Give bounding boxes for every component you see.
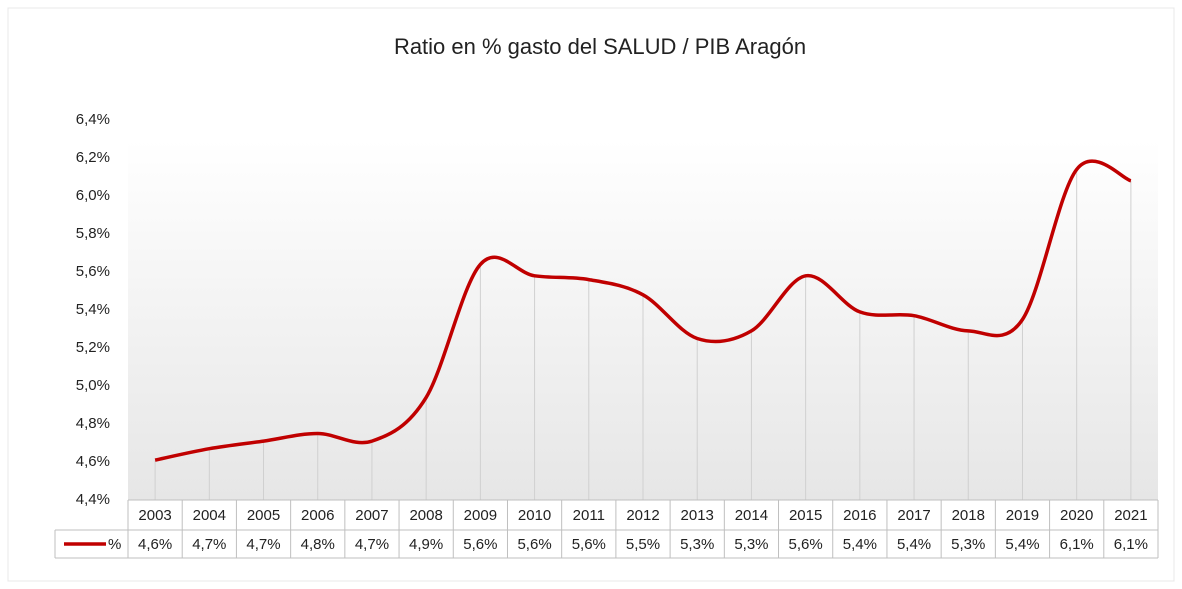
y-tick-label: 4,6% — [76, 453, 110, 470]
y-tick-label: 6,4% — [76, 111, 110, 128]
x-tick-label: 2006 — [301, 507, 334, 524]
value-label: 5,4% — [843, 536, 877, 553]
chart-border — [7, 7, 1175, 582]
x-tick-label: 2020 — [1060, 507, 1093, 524]
x-tick-label: 2010 — [518, 507, 551, 524]
y-tick-label: 6,0% — [76, 187, 110, 204]
value-label: 5,4% — [897, 536, 931, 553]
value-label: 5,6% — [463, 536, 497, 553]
x-tick-label: 2012 — [626, 507, 659, 524]
y-tick-label: 5,8% — [76, 225, 110, 242]
value-label: 5,5% — [626, 536, 660, 553]
y-tick-label: 6,2% — [76, 149, 110, 166]
value-label: 5,3% — [951, 536, 985, 553]
x-tick-label: 2021 — [1114, 507, 1147, 524]
x-tick-label: 2003 — [138, 507, 171, 524]
value-label: 4,7% — [192, 536, 226, 553]
x-tick-label: 2008 — [409, 507, 442, 524]
value-label: 5,4% — [1005, 536, 1039, 553]
value-label: 4,8% — [301, 536, 335, 553]
x-tick-label: 2017 — [897, 507, 930, 524]
x-tick-label: 2013 — [681, 507, 714, 524]
value-label: 5,6% — [789, 536, 823, 553]
y-tick-label: 4,8% — [76, 415, 110, 432]
legend-label: % — [108, 536, 121, 553]
value-label: 4,7% — [355, 536, 389, 553]
value-label: 4,9% — [409, 536, 443, 553]
line-series — [154, 159, 1132, 462]
value-label: 6,1% — [1114, 536, 1148, 553]
value-label: 5,6% — [572, 536, 606, 553]
y-tick-label: 5,6% — [76, 263, 110, 280]
y-tick-label: 4,4% — [76, 491, 110, 508]
y-tick-label: 5,0% — [76, 377, 110, 394]
x-tick-label: 2004 — [193, 507, 226, 524]
x-tick-label: 2011 — [573, 507, 605, 524]
x-tick-label: 2018 — [952, 507, 985, 524]
x-tick-label: 2007 — [355, 507, 388, 524]
x-tick-label: 2015 — [789, 507, 822, 524]
value-label: 5,3% — [680, 536, 714, 553]
x-tick-label: 2016 — [843, 507, 876, 524]
chart-title: Ratio en % gasto del SALUD / PIB Aragón — [394, 34, 806, 59]
x-tick-label: 2005 — [247, 507, 280, 524]
value-label: 4,6% — [138, 536, 172, 553]
value-label: 4,7% — [246, 536, 280, 553]
value-label: 6,1% — [1060, 536, 1094, 553]
x-tick-label: 2009 — [464, 507, 497, 524]
y-tick-label: 5,4% — [76, 301, 110, 318]
x-tick-label: 2019 — [1006, 507, 1039, 524]
value-label: 5,6% — [517, 536, 551, 553]
x-tick-label: 2014 — [735, 507, 768, 524]
y-tick-label: 5,2% — [76, 339, 110, 356]
value-label: 5,3% — [734, 536, 768, 553]
